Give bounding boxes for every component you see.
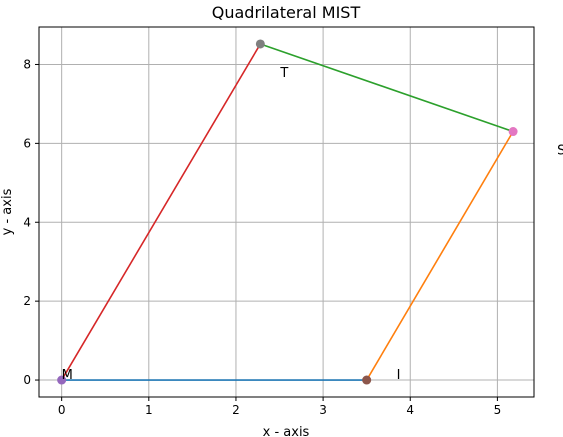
edges: [62, 44, 513, 380]
y-tick-label: 4: [23, 215, 31, 229]
x-ticks: 0 1 2 3 4 5: [58, 397, 501, 417]
chart-title: Quadrilateral MIST: [212, 3, 361, 22]
vertex-label-t: T: [279, 66, 288, 81]
vertex-t: [256, 39, 265, 48]
vertex-label-m: M: [62, 368, 73, 383]
edge-tm: [62, 44, 261, 380]
y-ticks: 0 2 4 6 8: [23, 57, 39, 387]
vertex-label-i: I: [397, 368, 401, 383]
y-tick-label: 0: [23, 373, 31, 387]
vertex-s: [509, 127, 518, 136]
grid: [39, 27, 534, 397]
x-tick-label: 4: [406, 403, 414, 417]
edge-is: [367, 132, 513, 381]
x-tick-label: 1: [145, 403, 153, 417]
x-axis-label: x - axis: [263, 425, 310, 437]
x-tick-label: 2: [232, 403, 240, 417]
y-tick-label: 2: [23, 294, 31, 308]
y-axis-label: y - axis: [0, 188, 15, 235]
x-tick-label: 0: [58, 403, 66, 417]
vertex-label-s: S: [557, 144, 563, 159]
y-tick-label: 8: [23, 57, 31, 71]
x-tick-label: 3: [319, 403, 327, 417]
vertex-i: [362, 376, 371, 385]
vertex-labels: M I S T: [62, 66, 563, 383]
x-tick-label: 5: [494, 403, 502, 417]
y-tick-label: 6: [23, 136, 31, 150]
plot-frame: [39, 27, 534, 397]
edge-st: [260, 44, 513, 132]
vertices: [57, 39, 517, 384]
